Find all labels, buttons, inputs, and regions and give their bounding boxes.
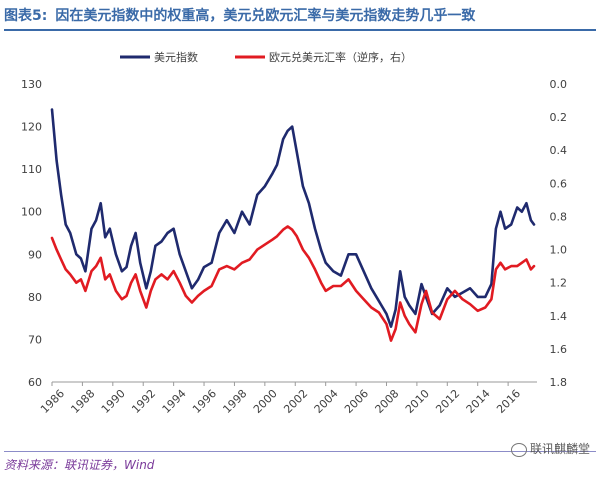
y-left-tick-label: 90 [28, 248, 42, 261]
y-left-tick-label: 80 [28, 291, 42, 304]
x-tick-label: 2004 [312, 387, 341, 416]
y-right-tick-label: 0.8 [550, 210, 568, 223]
y-right-tick-label: 0.6 [550, 177, 568, 190]
y-left-tick-label: 110 [21, 163, 42, 176]
x-tick-label: 2012 [433, 387, 462, 416]
legend-label-2: 欧元兑美元汇率（逆序，右） [269, 50, 412, 64]
y-right-tick-label: 1.8 [550, 376, 568, 389]
x-tick-label: 1986 [38, 387, 67, 416]
x-tick-label: 2002 [281, 387, 310, 416]
title-divider [4, 29, 596, 31]
x-tick-label: 1996 [190, 387, 219, 416]
y-right-tick-label: 0.4 [550, 144, 568, 157]
y-left-tick-label: 70 [28, 333, 42, 346]
y-right-tick-label: 1.6 [550, 343, 568, 356]
x-tick-label: 1990 [99, 387, 128, 416]
y-left-tick-label: 130 [21, 78, 42, 91]
source-note: 资料来源：联讯证券，Wind [4, 458, 155, 472]
x-tick-label: 2010 [403, 387, 432, 416]
x-tick-label: 1992 [129, 387, 158, 416]
y-left-tick-label: 100 [21, 206, 42, 219]
x-tick-label: 2016 [494, 387, 523, 416]
x-tick-label: 2008 [373, 387, 402, 416]
watermark: 联讯麒麟堂 [510, 440, 590, 457]
series-line-2 [50, 225, 536, 342]
wechat-icon [510, 442, 527, 457]
x-tick-label: 2000 [251, 387, 280, 416]
y-right-tick-label: 0.2 [550, 111, 568, 124]
figure-label: 图表5: [4, 8, 48, 24]
x-tick-label: 1988 [68, 387, 97, 416]
figure-title: 图表5: 因在美元指数中的权重高，美元兑欧元汇率与美元指数走势几乎一致 [4, 4, 596, 28]
source-divider [4, 451, 596, 452]
y-left-tick-label: 120 [21, 121, 42, 134]
x-tick-label: 1994 [160, 387, 189, 416]
y-right-tick-label: 0.0 [550, 78, 568, 91]
y-left-tick-label: 60 [28, 376, 42, 389]
series-line-1 [50, 108, 536, 329]
y-right-tick-label: 1.4 [550, 310, 568, 323]
x-tick-label: 2006 [342, 387, 371, 416]
y-right-tick-label: 1.2 [550, 277, 568, 290]
x-tick-label: 2014 [464, 387, 493, 416]
figure-title-text: 因在美元指数中的权重高，美元兑欧元汇率与美元指数走势几乎一致 [55, 8, 476, 24]
legend-label-1: 美元指数 [154, 50, 198, 64]
x-tick-label: 1998 [220, 387, 249, 416]
watermark-text: 联讯麒麟堂 [529, 442, 590, 456]
dual-axis-line-chart: 1986 1988 1990 1992 1994 1996 1998 2000 2002 2004… [21, 50, 568, 416]
y-right-tick-label: 1.0 [550, 244, 568, 257]
